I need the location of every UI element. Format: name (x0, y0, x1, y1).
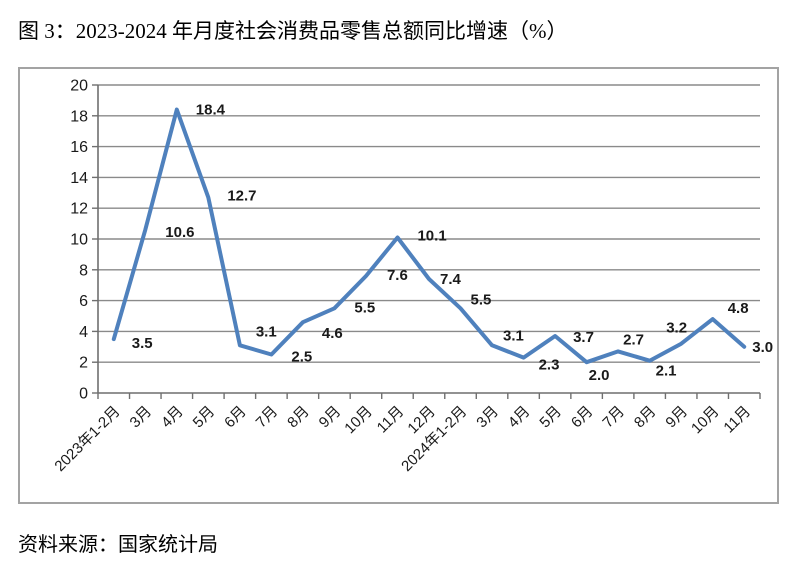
data-point-label: 3.5 (132, 335, 153, 352)
data-point-label: 10.6 (165, 224, 194, 241)
data-point-label: 10.1 (417, 227, 446, 244)
x-axis-tick-label: 7月 (599, 403, 628, 432)
figure-title: 图 3：2023-2024 年月度社会消费品零售总额同比增速（%） (18, 19, 568, 43)
data-point-label: 3.7 (573, 329, 594, 346)
data-point-label: 2.3 (539, 357, 560, 374)
x-axis-tick-label: 7月 (253, 403, 282, 432)
y-axis-tick-label: 4 (79, 324, 88, 341)
x-axis-tick-label: 8月 (284, 403, 313, 432)
data-point-label: 3.1 (503, 327, 524, 344)
y-axis-tick-label: 16 (70, 139, 88, 156)
data-point-label: 2.1 (656, 363, 677, 380)
x-axis-tick-label: 6月 (221, 403, 250, 432)
y-axis-tick-label: 2 (79, 355, 88, 372)
data-series-line (111, 107, 747, 365)
data-point-label: 7.4 (440, 271, 462, 288)
data-point-label: 12.7 (227, 187, 256, 204)
data-point-label: 5.5 (471, 291, 492, 308)
y-axis-tick-label: 20 (70, 78, 88, 95)
x-axis-tick-label: 4月 (158, 403, 187, 432)
y-axis-tick-label: 12 (70, 201, 88, 218)
data-point-label: 3.1 (256, 323, 277, 340)
data-point-label: 18.4 (196, 102, 226, 119)
x-axis-tick-label: 3月 (127, 403, 156, 432)
data-point-label: 4.6 (322, 325, 343, 342)
data-point-label: 4.8 (728, 300, 749, 317)
chart-container: 0 2 4 6 8 10 12 14 16 18 20 2023年1-2月 3月 4月 5月 6月 7月 8月 9月… (18, 67, 779, 504)
x-axis-tick-label: 3月 (473, 403, 502, 432)
y-axis-tick-label: 6 (79, 293, 88, 310)
x-axis-tick-label: 4月 (505, 403, 534, 432)
x-axis-tick-label: 8月 (631, 403, 660, 432)
x-axis-tick-label: 9月 (662, 403, 691, 432)
data-point-label: 2.7 (623, 331, 644, 348)
data-point-label: 3.0 (752, 339, 773, 356)
data-point-label: 3.2 (666, 320, 687, 337)
y-axis-tick-label: 0 (79, 386, 88, 403)
x-axis-tick-label: 5月 (536, 403, 565, 432)
y-axis-tick-label: 10 (70, 232, 88, 249)
source-note: 资料来源：国家统计局 (18, 534, 218, 556)
data-point-label: 2.5 (291, 349, 312, 366)
y-axis-tick-label: 14 (70, 170, 88, 187)
y-axis-tick-label: 18 (70, 108, 88, 125)
x-axis-tick-label: 11月 (374, 403, 408, 437)
x-axis-tick-label: 2023年1-2月 (51, 403, 123, 475)
y-axis-tick-label: 8 (79, 262, 88, 279)
x-axis-tick-label: 5月 (190, 403, 219, 432)
x-axis-tick-label: 10月 (341, 403, 375, 437)
data-point-label: 7.6 (387, 267, 408, 284)
x-axis-tick-label: 10月 (688, 403, 722, 437)
x-axis-tick-label: 9月 (316, 403, 345, 432)
data-point-label: 2.0 (589, 367, 610, 384)
x-axis-tick-label: 6月 (568, 403, 597, 432)
x-axis-tick-label: 11月 (720, 403, 754, 437)
data-point-label: 5.5 (354, 299, 375, 316)
